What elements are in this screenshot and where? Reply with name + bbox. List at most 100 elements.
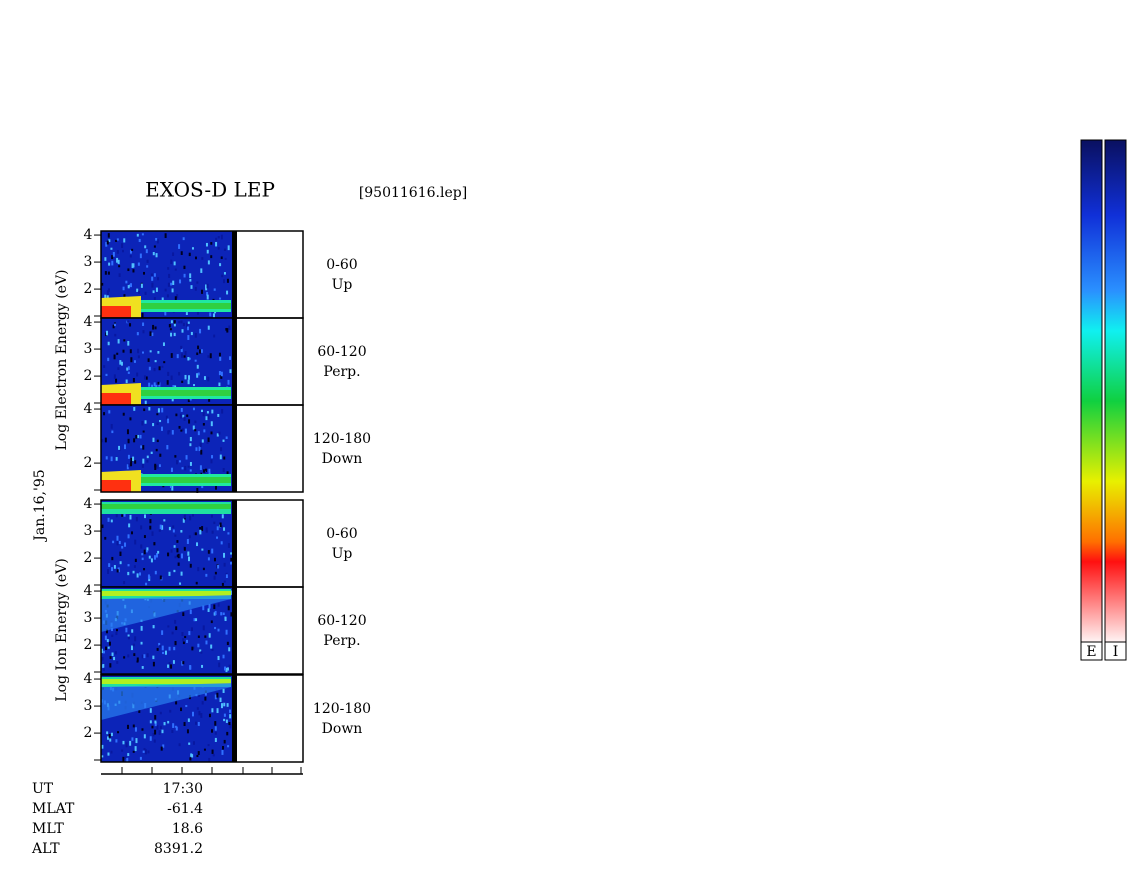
speckle <box>154 720 157 724</box>
speckle <box>137 262 140 266</box>
speckle <box>163 519 166 522</box>
speckle <box>112 324 115 329</box>
speckle <box>181 467 184 470</box>
speckle <box>186 322 189 328</box>
speckle <box>115 632 118 636</box>
speckle <box>141 463 144 468</box>
pitch-angle: 0-60 <box>326 526 357 542</box>
speckle <box>197 431 200 436</box>
speckle <box>207 325 210 330</box>
speckle <box>209 312 212 317</box>
band <box>101 477 231 483</box>
blob <box>101 480 131 492</box>
speckle <box>127 571 130 576</box>
orbit-label: MLAT <box>32 801 75 817</box>
panel-frame <box>100 404 304 493</box>
pitch-angle: 120-180 <box>313 701 371 717</box>
speckle <box>191 646 194 651</box>
speckle <box>209 353 212 359</box>
speckle <box>214 694 217 700</box>
speckle <box>156 239 159 244</box>
speckle <box>105 373 108 377</box>
speckle <box>219 697 222 702</box>
speckle <box>218 352 221 357</box>
speckle <box>142 430 145 433</box>
speckle <box>170 467 173 472</box>
speckle <box>149 525 152 530</box>
speckle <box>189 278 192 282</box>
speckle <box>138 710 141 713</box>
speckle <box>154 326 157 330</box>
speckle <box>192 514 195 517</box>
speckle <box>164 288 167 292</box>
speckle <box>141 312 144 318</box>
speckle <box>146 265 149 268</box>
speckle <box>227 543 230 548</box>
speckle <box>205 284 208 289</box>
speckle <box>230 612 233 617</box>
band <box>101 591 231 596</box>
speckle <box>141 351 144 354</box>
speckle <box>161 645 164 651</box>
edge-bar <box>232 587 237 674</box>
speckle <box>217 235 220 239</box>
speckle <box>175 700 178 705</box>
speckle <box>173 322 176 327</box>
speckle <box>230 557 233 562</box>
speckle <box>129 740 132 746</box>
speckle <box>204 468 207 472</box>
speckle <box>113 565 116 569</box>
speckle <box>211 455 214 459</box>
speckle <box>172 525 175 529</box>
colorbar-label-box <box>1104 641 1127 661</box>
speckle <box>105 456 108 460</box>
speckle <box>203 748 206 751</box>
speckle <box>221 749 224 755</box>
speckle <box>216 692 219 698</box>
speckle <box>187 551 190 556</box>
speckle <box>173 569 176 573</box>
band <box>101 504 231 509</box>
speckle <box>159 711 162 715</box>
speckle <box>207 557 210 561</box>
speckle <box>132 724 135 728</box>
speckle <box>169 709 172 713</box>
speckle <box>142 445 145 450</box>
speckle <box>204 692 207 696</box>
speckle <box>211 749 214 754</box>
edge-bar <box>232 405 237 492</box>
speckle <box>164 233 167 238</box>
speckle <box>215 237 218 241</box>
speckle <box>104 294 107 299</box>
speckle <box>225 719 228 723</box>
speckle <box>223 248 226 251</box>
speckle <box>173 646 176 651</box>
speckle <box>170 259 173 264</box>
speckle <box>133 653 136 657</box>
speckle <box>111 556 114 561</box>
speckle <box>225 436 228 440</box>
speckle <box>108 288 111 292</box>
speckle <box>181 329 184 333</box>
speckle <box>125 280 128 284</box>
speckle <box>226 278 229 283</box>
speckle <box>195 618 198 622</box>
speckle <box>154 360 157 363</box>
speckle <box>188 252 191 257</box>
speckle <box>111 430 114 434</box>
speckle <box>172 280 175 285</box>
colorbar <box>1080 139 1103 643</box>
speckle <box>145 550 148 553</box>
speckle <box>210 242 213 245</box>
speckle <box>227 532 230 535</box>
speckle <box>168 662 171 665</box>
speckle <box>136 288 139 292</box>
speckle <box>181 553 184 559</box>
direction: Perp. <box>323 633 360 649</box>
speckle <box>228 325 231 331</box>
speckle <box>108 563 111 567</box>
speckle <box>127 438 130 444</box>
speckle <box>110 456 113 462</box>
speckle <box>170 375 173 380</box>
speckle <box>132 456 135 462</box>
